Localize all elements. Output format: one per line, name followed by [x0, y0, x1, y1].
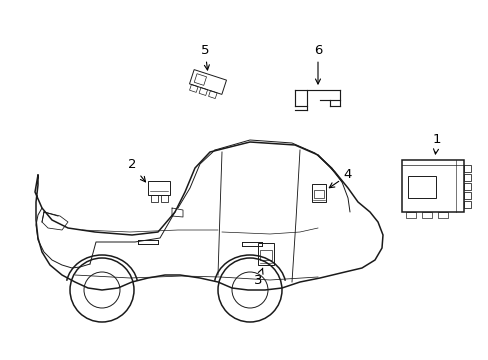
Text: 1: 1	[432, 134, 440, 154]
Bar	[194, 74, 206, 85]
Bar	[189, 69, 226, 94]
Bar	[161, 195, 168, 202]
Bar	[199, 87, 207, 95]
Bar	[463, 192, 470, 199]
Text: 3: 3	[253, 268, 263, 287]
Bar	[260, 250, 271, 260]
Bar	[258, 243, 273, 265]
Bar	[151, 195, 158, 202]
Bar	[313, 190, 324, 198]
Bar	[463, 201, 470, 208]
Text: 4: 4	[328, 168, 351, 188]
Bar	[311, 184, 325, 202]
Bar	[407, 176, 435, 198]
Text: 5: 5	[201, 44, 209, 70]
Bar	[401, 160, 463, 212]
Text: 2: 2	[127, 158, 145, 182]
Bar	[148, 181, 170, 195]
Bar	[421, 212, 431, 218]
Bar	[437, 212, 447, 218]
Bar	[463, 183, 470, 190]
Bar	[208, 91, 217, 99]
Bar	[463, 174, 470, 181]
Text: 6: 6	[313, 44, 322, 84]
Bar	[405, 212, 415, 218]
Bar	[189, 85, 198, 93]
Bar	[463, 165, 470, 172]
